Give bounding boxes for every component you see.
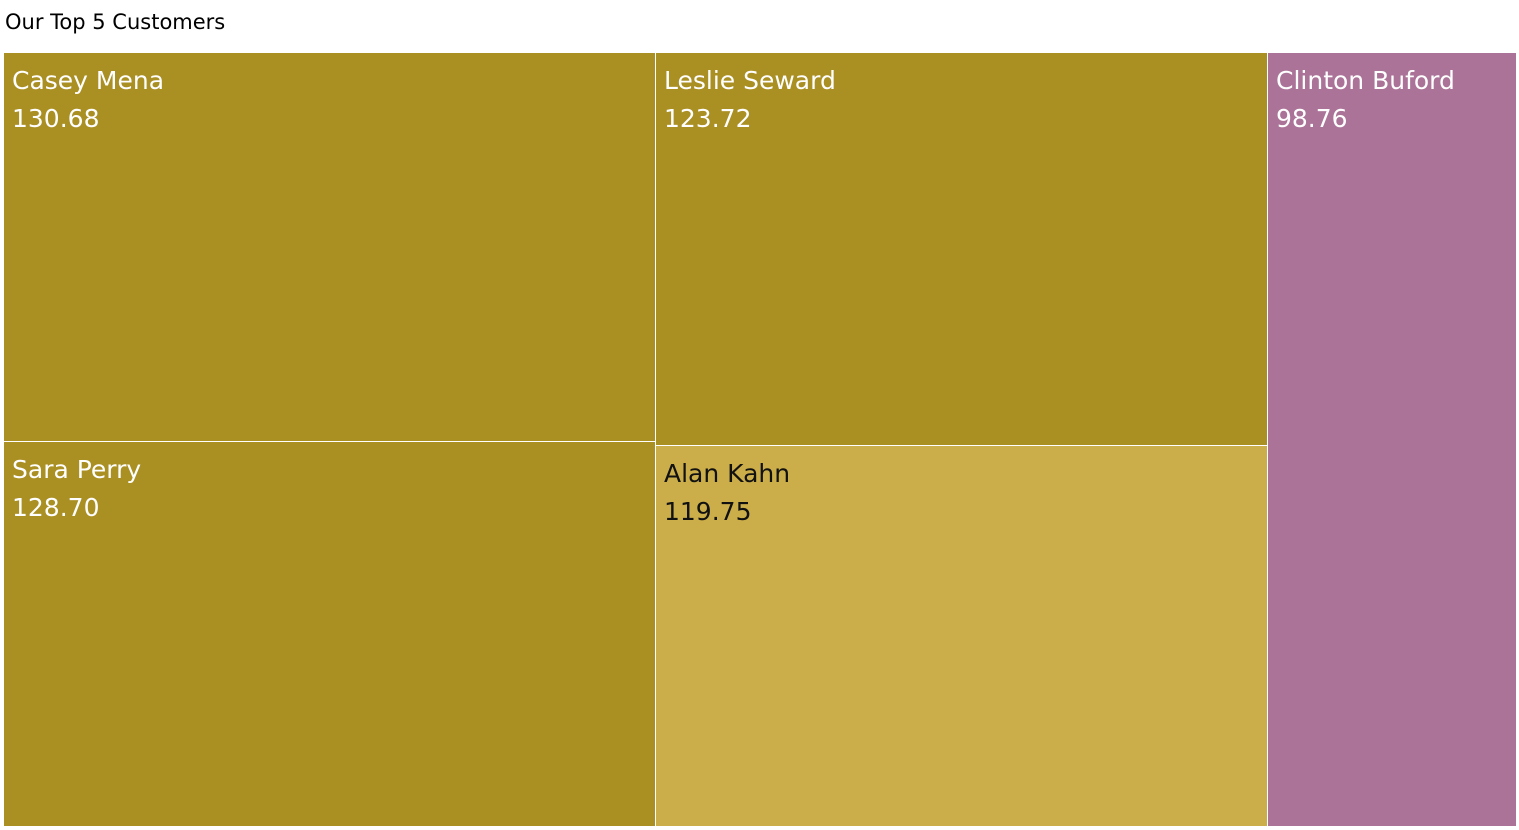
cell-value-label: 123.72 bbox=[664, 104, 752, 133]
cell-name-label: Leslie Seward bbox=[664, 66, 836, 95]
cell-value-label: 130.68 bbox=[12, 104, 100, 133]
cell-name-label: Casey Mena bbox=[12, 66, 165, 95]
treemap-cell[interactable]: Leslie Seward 123.72 bbox=[656, 53, 1267, 445]
treemap-cell[interactable]: Alan Kahn 119.75 bbox=[656, 446, 1267, 826]
cell-value-label: 98.76 bbox=[1276, 104, 1348, 133]
chart-title: Our Top 5 Customers bbox=[5, 10, 226, 34]
cell-name-label: Clinton Buford bbox=[1276, 66, 1455, 95]
cell-name-label: Sara Perry bbox=[12, 455, 142, 484]
treemap-cell[interactable]: Clinton Buford 98.76 bbox=[1268, 53, 1516, 826]
cell-value-label: 119.75 bbox=[664, 497, 752, 526]
treemap-cell[interactable]: Sara Perry 128.70 bbox=[4, 442, 655, 826]
cell-name-label: Alan Kahn bbox=[664, 459, 791, 488]
cell-value-label: 128.70 bbox=[12, 493, 100, 522]
treemap-area: Casey Mena 130.68 Sara Perry 128.70 Leslie S… bbox=[4, 53, 1516, 826]
treemap-cell[interactable]: Casey Mena 130.68 bbox=[4, 53, 655, 441]
